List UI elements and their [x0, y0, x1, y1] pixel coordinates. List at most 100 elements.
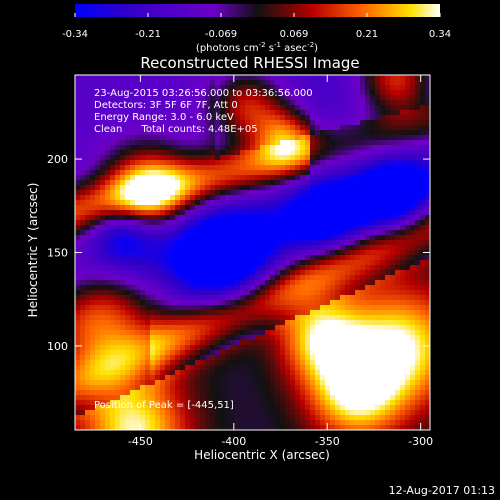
heatmap-cell — [100, 200, 106, 206]
heatmap-cell — [325, 175, 331, 181]
heatmap-cell — [125, 100, 131, 106]
heatmap-cell — [345, 100, 351, 106]
heatmap-cell — [330, 225, 336, 231]
heatmap-cell — [115, 120, 121, 126]
heatmap-cell — [410, 210, 416, 216]
heatmap-cell — [145, 90, 151, 96]
heatmap-cell — [285, 330, 291, 336]
heatmap-cell — [370, 345, 376, 351]
heatmap-cell — [405, 250, 411, 256]
heatmap-cell — [90, 285, 96, 291]
heatmap-cell — [105, 320, 111, 326]
heatmap-cell — [290, 150, 296, 156]
heatmap-cell — [395, 210, 401, 216]
heatmap-cell — [345, 355, 351, 361]
heatmap-cell — [130, 360, 136, 366]
heatmap-cell — [395, 185, 401, 191]
heatmap-cell — [265, 340, 271, 346]
heatmap-cell — [265, 375, 271, 381]
heatmap-cell — [380, 225, 386, 231]
heatmap-cell — [380, 165, 386, 171]
heatmap-cell — [185, 275, 191, 281]
heatmap-cell — [415, 360, 421, 366]
heatmap-cell — [240, 245, 246, 251]
heatmap-cell — [350, 205, 356, 211]
heatmap-cell — [415, 175, 421, 181]
heatmap-cell — [290, 175, 296, 181]
heatmap-cell — [265, 165, 271, 171]
heatmap-cell — [325, 370, 331, 376]
heatmap-cell — [155, 285, 161, 291]
heatmap-cell — [160, 145, 166, 151]
heatmap-cell — [325, 335, 331, 341]
heatmap-cell — [245, 95, 251, 101]
heatmap-cell — [280, 410, 286, 416]
heatmap-cell — [195, 345, 201, 351]
heatmap-cell — [105, 115, 111, 121]
heatmap-cell — [140, 235, 146, 241]
heatmap-cell — [360, 340, 366, 346]
heatmap-cell — [130, 410, 136, 416]
heatmap-cell — [80, 370, 86, 376]
heatmap-cell — [220, 200, 226, 206]
heatmap-cell — [315, 225, 321, 231]
heatmap-cell — [90, 175, 96, 181]
heatmap-cell — [235, 140, 241, 146]
heatmap-cell — [260, 305, 266, 311]
heatmap-cell — [95, 95, 101, 101]
heatmap-cell — [145, 400, 151, 406]
heatmap-cell — [175, 270, 181, 276]
heatmap-cell — [235, 415, 241, 421]
heatmap-cell — [310, 195, 316, 201]
heatmap-cell — [100, 275, 106, 281]
heatmap-cell — [175, 250, 181, 256]
heatmap-cell — [185, 225, 191, 231]
heatmap-cell — [285, 385, 291, 391]
heatmap-cell — [165, 415, 171, 421]
heatmap-cell — [415, 100, 421, 106]
heatmap-cell — [355, 95, 361, 101]
heatmap-cell — [240, 180, 246, 186]
heatmap-cell — [130, 275, 136, 281]
heatmap-cell — [100, 235, 106, 241]
heatmap-cell — [220, 225, 226, 231]
heatmap-cell — [410, 300, 416, 306]
heatmap-cell — [180, 275, 186, 281]
heatmap-cell — [205, 330, 211, 336]
heatmap-cell — [185, 280, 191, 286]
heatmap-cell — [135, 295, 141, 301]
heatmap-cell — [165, 275, 171, 281]
heatmap-cell — [405, 380, 411, 386]
heatmap-cell — [90, 160, 96, 166]
heatmap-cell — [360, 250, 366, 256]
heatmap-cell — [240, 400, 246, 406]
heatmap-cell — [160, 340, 166, 346]
heatmap-cell — [195, 310, 201, 316]
heatmap-cell — [370, 90, 376, 96]
heatmap-cell — [90, 325, 96, 331]
heatmap-cell — [195, 175, 201, 181]
heatmap-cell — [340, 380, 346, 386]
heatmap-cell — [405, 345, 411, 351]
heatmap-cell — [230, 215, 236, 221]
heatmap-cell — [260, 80, 266, 86]
heatmap-cell — [375, 320, 381, 326]
heatmap-cell — [240, 365, 246, 371]
heatmap-cell — [140, 160, 146, 166]
heatmap-cell — [400, 155, 406, 161]
heatmap-cell — [310, 130, 316, 136]
heatmap-cell — [310, 170, 316, 176]
heatmap-cell — [95, 90, 101, 96]
heatmap-cell — [190, 370, 196, 376]
heatmap-cell — [95, 355, 101, 361]
heatmap-cell — [75, 345, 81, 351]
heatmap-cell — [150, 155, 156, 161]
heatmap-cell — [175, 305, 181, 311]
heatmap-cell — [265, 200, 271, 206]
heatmap-cell — [205, 400, 211, 406]
heatmap-cell — [365, 420, 371, 426]
heatmap-cell — [150, 150, 156, 156]
heatmap-cell — [335, 80, 341, 86]
heatmap-cell — [80, 265, 86, 271]
heatmap-cell — [270, 385, 276, 391]
